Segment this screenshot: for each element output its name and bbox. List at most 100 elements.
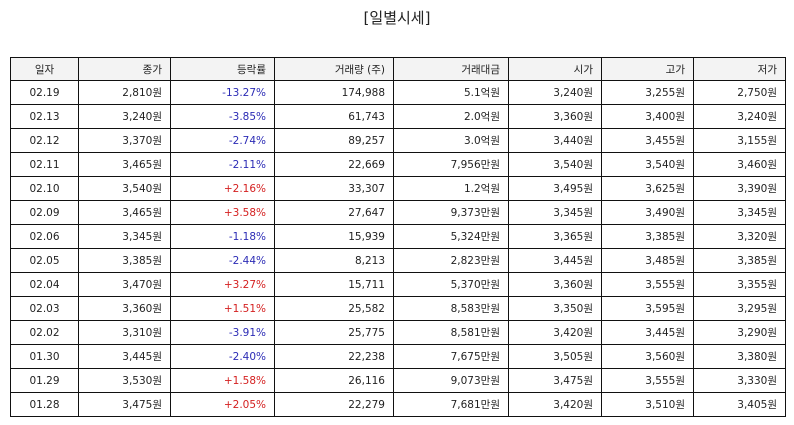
header-low: 저가 (693, 57, 786, 81)
cell-open: 3,240원 (508, 80, 602, 105)
cell-low: 3,345원 (693, 200, 786, 225)
cell-change: -1.18% (170, 224, 275, 249)
cell-change: +3.27% (170, 272, 275, 297)
page-title: [일별시세] (363, 9, 431, 27)
cell-close: 3,540원 (78, 176, 171, 201)
cell-low: 3,320원 (693, 224, 786, 249)
cell-close: 3,465원 (78, 200, 171, 225)
cell-volume: 26,116 (274, 368, 394, 393)
table-row: 02.11 3,465원 -2.11% 22,669 7,956만원 3,540원 3,54… (10, 152, 786, 177)
cell-date: 01.28 (10, 392, 79, 417)
cell-change: -13.27% (170, 80, 275, 105)
table-row: 02.05 3,385원 -2.44% 8,213 2,823만원 3,445원 3,485… (10, 248, 786, 273)
table-row: 02.12 3,370원 -2.74% 89,257 3.0억원 3,440원 3,455원… (10, 128, 786, 153)
table-row: 02.19 2,810원 -13.27% 174,988 5.1억원 3,240원 3,25… (10, 80, 786, 105)
cell-open: 3,345원 (508, 200, 602, 225)
cell-date: 02.06 (10, 224, 79, 249)
cell-change: -3.91% (170, 320, 275, 345)
table-row: 01.28 3,475원 +2.05% 22,279 7,681만원 3,420원 3,51… (10, 392, 786, 417)
cell-change: +2.16% (170, 176, 275, 201)
cell-high: 3,255원 (601, 80, 694, 105)
cell-high: 3,595원 (601, 296, 694, 321)
cell-close: 3,385원 (78, 248, 171, 273)
cell-change: -2.74% (170, 128, 275, 153)
cell-high: 3,555원 (601, 368, 694, 393)
cell-change: +1.58% (170, 368, 275, 393)
cell-volume: 15,711 (274, 272, 394, 297)
cell-change: -2.40% (170, 344, 275, 369)
header-amount: 거래대금 (393, 57, 509, 81)
cell-close: 3,240원 (78, 104, 171, 129)
cell-close: 3,345원 (78, 224, 171, 249)
cell-low: 3,155원 (693, 128, 786, 153)
cell-low: 3,385원 (693, 248, 786, 273)
cell-amount: 8,581만원 (393, 320, 509, 345)
cell-volume: 174,988 (274, 80, 394, 105)
cell-open: 3,350원 (508, 296, 602, 321)
cell-low: 3,295원 (693, 296, 786, 321)
cell-change: -2.11% (170, 152, 275, 177)
cell-high: 3,445원 (601, 320, 694, 345)
cell-date: 02.13 (10, 104, 79, 129)
cell-high: 3,555원 (601, 272, 694, 297)
header-open: 시가 (508, 57, 602, 81)
table-row: 01.29 3,530원 +1.58% 26,116 9,073만원 3,475원 3,55… (10, 368, 786, 393)
cell-amount: 5,370만원 (393, 272, 509, 297)
cell-high: 3,560원 (601, 344, 694, 369)
cell-low: 3,380원 (693, 344, 786, 369)
cell-low: 3,390원 (693, 176, 786, 201)
cell-volume: 22,238 (274, 344, 394, 369)
cell-open: 3,440원 (508, 128, 602, 153)
cell-change: +1.51% (170, 296, 275, 321)
header-close: 종가 (78, 57, 171, 81)
cell-low: 3,460원 (693, 152, 786, 177)
table-row: 02.06 3,345원 -1.18% 15,939 5,324만원 3,365원 3,38… (10, 224, 786, 249)
cell-amount: 3.0억원 (393, 128, 509, 153)
cell-close: 3,445원 (78, 344, 171, 369)
cell-change: +2.05% (170, 392, 275, 417)
cell-date: 02.04 (10, 272, 79, 297)
cell-open: 3,420원 (508, 392, 602, 417)
daily-price-table: 일자 종가 등락률 거래량 (주) 거래대금 시가 고가 저가 02.19 2,8… (10, 57, 786, 417)
cell-close: 3,470원 (78, 272, 171, 297)
cell-amount: 5.1억원 (393, 80, 509, 105)
cell-low: 2,750원 (693, 80, 786, 105)
table-row: 02.09 3,465원 +3.58% 27,647 9,373만원 3,345원 3,49… (10, 200, 786, 225)
cell-low: 3,290원 (693, 320, 786, 345)
cell-open: 3,475원 (508, 368, 602, 393)
header-high: 고가 (601, 57, 694, 81)
cell-volume: 22,279 (274, 392, 394, 417)
table-row: 02.03 3,360원 +1.51% 25,582 8,583만원 3,350원 3,59… (10, 296, 786, 321)
cell-close: 3,475원 (78, 392, 171, 417)
cell-date: 02.12 (10, 128, 79, 153)
cell-high: 3,400원 (601, 104, 694, 129)
table-row: 02.04 3,470원 +3.27% 15,711 5,370만원 3,360원 3,55… (10, 272, 786, 297)
table-row: 02.13 3,240원 -3.85% 61,743 2.0억원 3,360원 3,400원… (10, 104, 786, 129)
cell-low: 3,240원 (693, 104, 786, 129)
cell-close: 3,465원 (78, 152, 171, 177)
cell-change: -2.44% (170, 248, 275, 273)
cell-volume: 8,213 (274, 248, 394, 273)
cell-open: 3,505원 (508, 344, 602, 369)
cell-high: 3,485원 (601, 248, 694, 273)
table-header-row: 일자 종가 등락률 거래량 (주) 거래대금 시가 고가 저가 (10, 57, 786, 81)
cell-amount: 7,675만원 (393, 344, 509, 369)
cell-open: 3,365원 (508, 224, 602, 249)
cell-date: 02.09 (10, 200, 79, 225)
cell-date: 02.02 (10, 320, 79, 345)
cell-low: 3,355원 (693, 272, 786, 297)
cell-high: 3,385원 (601, 224, 694, 249)
cell-open: 3,540원 (508, 152, 602, 177)
header-volume: 거래량 (주) (274, 57, 394, 81)
cell-volume: 89,257 (274, 128, 394, 153)
cell-date: 02.05 (10, 248, 79, 273)
cell-date: 02.03 (10, 296, 79, 321)
cell-close: 2,810원 (78, 80, 171, 105)
cell-amount: 7,681만원 (393, 392, 509, 417)
cell-high: 3,510원 (601, 392, 694, 417)
cell-high: 3,490원 (601, 200, 694, 225)
cell-change: -3.85% (170, 104, 275, 129)
table-row: 01.30 3,445원 -2.40% 22,238 7,675만원 3,505원 3,56… (10, 344, 786, 369)
cell-volume: 22,669 (274, 152, 394, 177)
cell-low: 3,405원 (693, 392, 786, 417)
